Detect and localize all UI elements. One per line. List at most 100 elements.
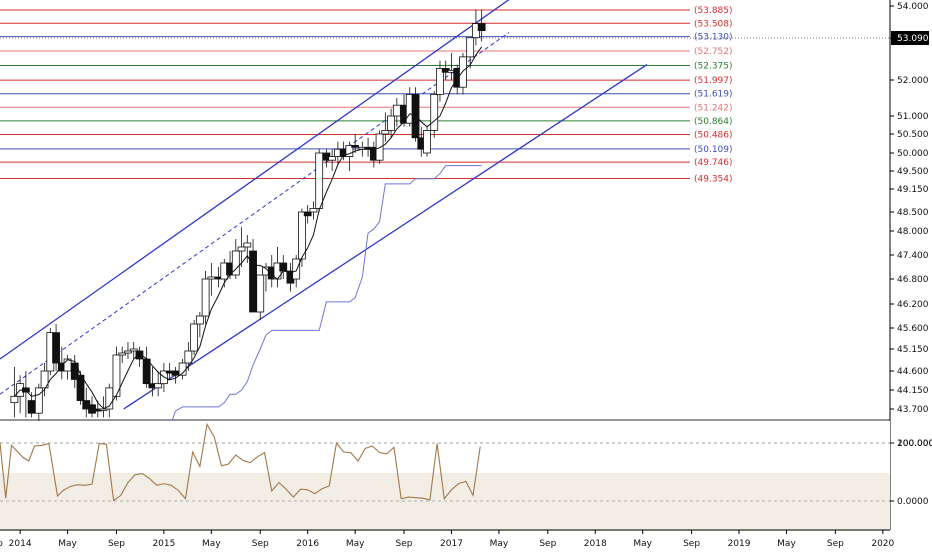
candle-body [411, 94, 420, 139]
price-axis-label: 49.150 [897, 185, 929, 195]
candle-body [195, 315, 204, 325]
candle-body [105, 387, 114, 410]
level-label: (49.746) [694, 158, 733, 168]
time-axis-label: Sep [396, 539, 413, 549]
candle-body [231, 250, 240, 276]
price-axis-label: 45.150 [897, 345, 929, 355]
level-label: (53.130) [694, 33, 733, 43]
channel-mid-line [0, 31, 510, 395]
candle-body [279, 262, 288, 272]
level-label: (50.864) [694, 117, 733, 127]
price-axis-label: 44.150 [897, 386, 929, 396]
price-axis-label: 48.500 [897, 208, 929, 218]
level-label: (50.109) [694, 145, 733, 155]
sma-line [14, 46, 483, 410]
time-axis-label: Sep [252, 539, 269, 549]
candle-body [190, 323, 199, 352]
time-axis: p 2014 May Sep 2015 May Sep 2016 May Sep 2017 May Se… [0, 529, 895, 549]
time-axis-label: Sep [108, 539, 125, 549]
time-axis-label: May [633, 539, 652, 549]
oscillator-panel: 200.0000100.0000 0.0000 [0, 421, 932, 531]
time-axis-label: May [202, 539, 221, 549]
candle-body [351, 144, 360, 148]
candle-body [52, 332, 60, 364]
current-price-label: 53.090 [0, 31, 929, 45]
candle-body [249, 250, 257, 313]
candle-body [124, 350, 132, 354]
price-axis-label: 43.700 [897, 405, 929, 415]
price-axis-label: 52.000 [897, 76, 929, 86]
level-lines: (53.885) (53.508) (53.130) (52.752) (52.375)… [0, 6, 733, 185]
level-label: (53.508) [694, 19, 733, 29]
oscillator-grid [0, 442, 890, 502]
candle-body [315, 152, 324, 209]
time-axis-label: Sep [683, 539, 700, 549]
candle-body [243, 242, 252, 248]
candle-body [430, 94, 439, 131]
candle-body [237, 246, 246, 252]
channel-lower-line [123, 64, 648, 410]
current-price-box [891, 31, 929, 45]
candle-body [298, 211, 306, 260]
price-axis-label: 46.800 [897, 275, 929, 285]
candle-body [292, 258, 301, 280]
level-label: (51.242) [694, 103, 733, 113]
candle-body [40, 370, 49, 389]
candle-body [154, 383, 163, 389]
candle-body [477, 23, 486, 32]
candle-body [387, 115, 395, 131]
candle-body [256, 274, 265, 313]
candle-body [381, 129, 390, 135]
candle-body [207, 276, 216, 280]
level-label: (52.375) [694, 62, 733, 72]
candle-body [309, 208, 318, 213]
price-axis-label: 45.600 [897, 324, 929, 334]
candle-body [345, 144, 354, 157]
candle-body [27, 400, 36, 414]
time-axis-label: 2019 [728, 539, 751, 549]
candle-body [10, 395, 19, 404]
price-axis-label: 51.000 [897, 112, 929, 122]
time-axis-label: 2016 [296, 539, 319, 549]
time-axis-label: 2017 [440, 539, 463, 549]
time-axis-label: 2018 [584, 539, 607, 549]
level-label: (49.354) [694, 175, 733, 185]
price-axis-label: 49.500 [897, 167, 929, 177]
current-price-text: 53.090 [897, 34, 929, 44]
candle-body [70, 362, 79, 380]
time-axis-label: May [777, 539, 796, 549]
level-label: (51.997) [694, 76, 733, 86]
oscillator-axis-label: 200.0000 [897, 439, 932, 449]
candle-body [171, 370, 180, 376]
level-label: (52.752) [694, 47, 733, 57]
level-label: (51.619) [694, 90, 733, 100]
time-axis-label: 2020 [871, 539, 894, 549]
candle-body [135, 350, 144, 360]
channel-upper-line [0, 0, 510, 360]
time-axis-label: 2015 [152, 539, 175, 549]
level-label: (50.486) [694, 131, 733, 141]
price-axis-label: 46.200 [897, 300, 929, 310]
price-panel: (53.885) (53.508) (53.130) (52.752) (52.375)… [0, 0, 929, 530]
time-axis-label: May [490, 539, 509, 549]
time-axis-label: May [346, 539, 365, 549]
candle-body [303, 211, 312, 217]
candle-body [436, 68, 444, 95]
level-label: (53.885) [694, 6, 733, 16]
time-axis-label: Sep [539, 539, 556, 549]
candle-body [392, 104, 401, 117]
candle-body [34, 387, 43, 414]
candle-body [328, 156, 337, 161]
time-axis-label: p [0, 539, 3, 549]
candle-body [112, 354, 121, 397]
candle-body [466, 37, 475, 58]
candle-body [118, 352, 127, 356]
candle-body [129, 348, 138, 352]
candle-body [184, 350, 193, 364]
time-axis-label: Sep [827, 539, 844, 549]
candle-body [459, 56, 467, 88]
price-axis-label: 44.600 [897, 367, 929, 377]
price-axis-label: 48.000 [897, 227, 929, 237]
